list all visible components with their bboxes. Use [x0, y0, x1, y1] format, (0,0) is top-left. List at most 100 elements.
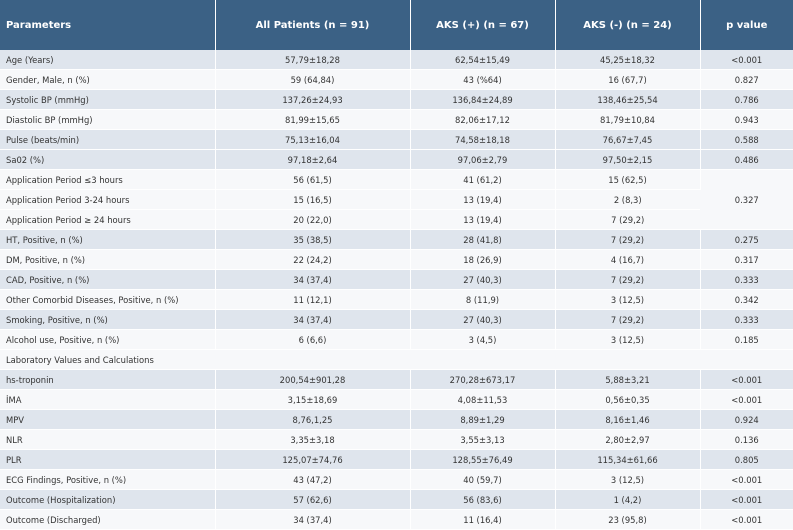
cell: 13 (19,4) [410, 209, 556, 230]
row-label: PLR [0, 449, 216, 470]
cell: <0.001 [700, 389, 793, 410]
table-row: Sa02 (%) 97,18±2,64 97,06±2,79 97,50±2,15 0.… [0, 149, 793, 170]
cell: 125,07±74,76 [215, 449, 411, 470]
row-label: Alcohol use, Positive, n (%) [0, 329, 216, 350]
cell: 3,55±3,13 [410, 429, 556, 450]
cell: 0.924 [700, 409, 793, 430]
table-row: Outcome (Discharged) 34 (37,4) 11 (16,4) 23… [0, 509, 793, 530]
cell: 76,67±7,45 [555, 129, 701, 150]
table-row: Systolic BP (mmHg) 137,26±24,93 136,84±24,… [0, 89, 793, 110]
cell: 62,54±15,49 [410, 50, 556, 70]
cell: <0.001 [700, 489, 793, 510]
cell: 7 (29,2) [555, 229, 701, 250]
cell: 8,16±1,46 [555, 409, 701, 430]
row-label: Other Comorbid Diseases, Positive, n (%) [0, 289, 216, 310]
cell: 0.486 [700, 149, 793, 170]
row-label: Application Period ≤3 hours [0, 169, 216, 190]
row-label: Systolic BP (mmHg) [0, 89, 216, 110]
cell: 4 (16,7) [555, 249, 701, 270]
table-row: Pulse (beats/min) 75,13±16,04 74,58±18,18 7… [0, 129, 793, 150]
row-label: Laboratory Values and Calculations [0, 349, 793, 370]
cell: 13 (19,4) [410, 189, 556, 210]
cell: 74,58±18,18 [410, 129, 556, 150]
row-label: Sa02 (%) [0, 149, 216, 170]
table-row: Age (Years) 57,79±18,28 62,54±15,49 45,25±1… [0, 50, 793, 70]
cell: 22 (24,2) [215, 249, 411, 270]
cell: 128,55±76,49 [410, 449, 556, 470]
header-row: Parameters All Patients (n = 91) AKS (+) (… [0, 0, 793, 50]
cell: 3,15±18,69 [215, 389, 411, 410]
cell: <0.001 [700, 469, 793, 490]
header-cell: All Patients (n = 91) [215, 0, 411, 50]
cell: 3 (12,5) [555, 329, 701, 350]
cell: 7 (29,2) [555, 209, 700, 230]
cell: 11 (12,1) [215, 289, 411, 310]
row-label: ECG Findings, Positive, n (%) [0, 469, 216, 490]
cell: 8,76,1,25 [215, 409, 411, 430]
cell: 81,79±10,84 [555, 109, 701, 130]
cell: 43 (47,2) [215, 469, 411, 490]
cell: 0.827 [700, 69, 793, 90]
table-row: Alcohol use, Positive, n (%) 6 (6,6) 3 (4,… [0, 329, 793, 350]
cell: 81,99±15,65 [215, 109, 411, 130]
header-cell: AKS (-) (n = 24) [555, 0, 701, 50]
cell: 0.805 [700, 449, 793, 470]
cell: <0.001 [700, 50, 793, 70]
table-row: Application Period ≤3 hours 56 (61,5) 41 (… [0, 169, 793, 230]
cell: 136,84±24,89 [410, 89, 556, 110]
cell: 0.317 [700, 249, 793, 270]
cell: 3,35±3,18 [215, 429, 411, 450]
table-row: ECG Findings, Positive, n (%) 43 (47,2) 40… [0, 469, 793, 490]
table-row: Diastolic BP (mmHg) 81,99±15,65 82,06±17,1… [0, 109, 793, 130]
table-row: Laboratory Values and Calculations [0, 349, 793, 370]
cell: 0.943 [700, 109, 793, 130]
cell: 11 (16,4) [410, 509, 556, 530]
cell: 3 (12,5) [555, 469, 701, 490]
cell: 2,80±2,97 [555, 429, 701, 450]
table-row: İMA 3,15±18,69 4,08±11,53 0,56±0,35 <0.001 [0, 389, 793, 410]
row-label: Gender, Male, n (%) [0, 69, 216, 90]
cell: 18 (26,9) [410, 249, 556, 270]
cell: 75,13±16,04 [215, 129, 411, 150]
cell: 137,26±24,93 [215, 89, 411, 110]
row-label: Smoking, Positive, n (%) [0, 309, 216, 330]
cell: 200,54±901,28 [215, 369, 411, 390]
table-row: Other Comorbid Diseases, Positive, n (%)… [0, 289, 793, 310]
cell: 45,25±18,32 [555, 50, 701, 70]
row-label: Application Period ≥ 24 hours [0, 209, 216, 230]
cell: 5,88±3,21 [555, 369, 701, 390]
cell: 3 (12,5) [555, 289, 701, 310]
cell: 0.327 [700, 169, 793, 230]
cell: 3 (4,5) [410, 329, 556, 350]
cell: 28 (41,8) [410, 229, 556, 250]
cell: 56 (61,5) [215, 169, 411, 190]
table-row: hs-troponin 200,54±901,28 270,28±673,17 5,8… [0, 369, 793, 390]
table-row: PLR 125,07±74,76 128,55±76,49 115,34±61,66 0… [0, 449, 793, 470]
row-label: İMA [0, 389, 216, 410]
cell: 0.333 [700, 269, 793, 290]
table-row: Application Period 3-24 hours 15 (16,5) 13… [0, 189, 793, 210]
cell: 8 (11,9) [410, 289, 556, 310]
cell: 41 (61,2) [410, 169, 556, 190]
table-row: NLR 3,35±3,18 3,55±3,13 2,80±2,97 0.136 [0, 429, 793, 450]
row-label: DM, Positive, n (%) [0, 249, 216, 270]
cell: 34 (37,4) [215, 269, 411, 290]
table-row: MPV 8,76,1,25 8,89±1,29 8,16±1,46 0.924 [0, 409, 793, 430]
table-body: Age (Years) 57,79±18,28 62,54±15,49 45,25±1… [0, 50, 793, 530]
table-row: Smoking, Positive, n (%) 34 (37,4) 27 (40,… [0, 309, 793, 330]
cell: 0.342 [700, 289, 793, 310]
row-label: Application Period 3-24 hours [0, 189, 216, 210]
cell: 8,89±1,29 [410, 409, 556, 430]
row-label: HT, Positive, n (%) [0, 229, 216, 250]
cell: 7 (29,2) [555, 309, 701, 330]
row-label: Outcome (Discharged) [0, 509, 216, 530]
cell: 0.588 [700, 129, 793, 150]
cell: 34 (37,4) [215, 309, 411, 330]
cell: 7 (29,2) [555, 269, 701, 290]
cell: 0.185 [700, 329, 793, 350]
cell: 15 (62,5) [555, 169, 701, 190]
table-row: CAD, Positive, n (%) 34 (37,4) 27 (40,3) 7 … [0, 269, 793, 290]
cell: 59 (64,84) [215, 69, 411, 90]
cell: 270,28±673,17 [410, 369, 556, 390]
header-cell: AKS (+) (n = 67) [410, 0, 556, 50]
